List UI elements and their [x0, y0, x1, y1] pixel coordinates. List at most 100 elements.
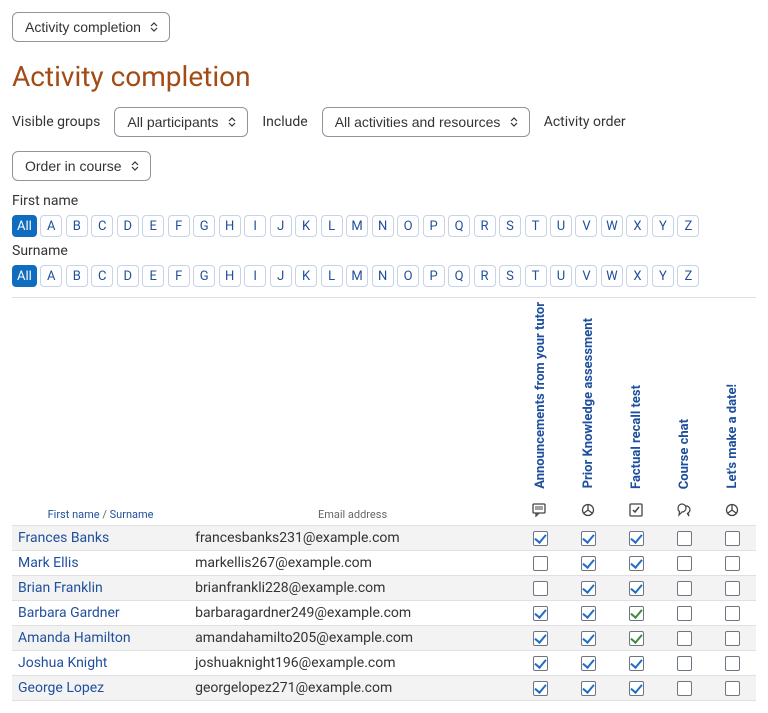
alpha-letter[interactable]: P	[423, 215, 445, 237]
completion-cell[interactable]	[612, 550, 660, 575]
alpha-letter[interactable]: B	[66, 265, 88, 287]
alpha-letter[interactable]: H	[219, 215, 241, 237]
user-link[interactable]: Mark Ellis	[18, 555, 79, 571]
completion-cell[interactable]	[564, 650, 612, 675]
alpha-letter[interactable]: U	[550, 215, 572, 237]
th-name[interactable]: First name / Surname	[12, 298, 189, 526]
alpha-letter[interactable]: M	[346, 215, 368, 237]
completion-cell[interactable]	[660, 575, 708, 600]
alpha-letter[interactable]: T	[525, 215, 547, 237]
alpha-letter[interactable]: S	[499, 265, 521, 287]
activity-header[interactable]: Let's make a date!	[708, 298, 756, 526]
completion-cell[interactable]	[564, 575, 612, 600]
alpha-letter[interactable]: A	[40, 215, 62, 237]
user-link[interactable]: Joshua Knight	[18, 655, 107, 671]
activity-header[interactable]: Course chat	[660, 298, 708, 526]
alpha-letter[interactable]: D	[117, 215, 139, 237]
completion-cell[interactable]	[516, 600, 564, 625]
completion-cell[interactable]	[708, 600, 756, 625]
alpha-letter[interactable]: L	[321, 215, 343, 237]
visible-groups-select[interactable]: All participants	[114, 107, 248, 137]
activity-order-select[interactable]: Order in course	[12, 151, 151, 181]
completion-cell[interactable]	[516, 525, 564, 550]
alpha-letter[interactable]: Q	[448, 215, 470, 237]
alpha-letter[interactable]: T	[525, 265, 547, 287]
user-link[interactable]: George Lopez	[18, 680, 104, 696]
alpha-letter[interactable]: N	[372, 265, 394, 287]
completion-cell[interactable]	[516, 575, 564, 600]
alpha-letter[interactable]: L	[321, 265, 343, 287]
alpha-letter[interactable]: F	[168, 215, 190, 237]
alpha-letter[interactable]: V	[575, 215, 597, 237]
completion-cell[interactable]	[516, 675, 564, 700]
completion-cell[interactable]	[660, 675, 708, 700]
alpha-letter[interactable]: C	[91, 265, 113, 287]
alpha-letter[interactable]: O	[397, 215, 419, 237]
alpha-letter[interactable]: G	[193, 265, 215, 287]
completion-cell[interactable]	[660, 600, 708, 625]
completion-cell[interactable]	[564, 600, 612, 625]
alpha-letter[interactable]: E	[142, 265, 164, 287]
alpha-letter[interactable]: G	[193, 215, 215, 237]
activity-header[interactable]: Factual recall test	[612, 298, 660, 526]
alpha-letter[interactable]: I	[244, 215, 266, 237]
alpha-all[interactable]: All	[12, 215, 37, 237]
report-selector[interactable]: Activity completion	[12, 12, 170, 42]
include-select[interactable]: All activities and resources	[322, 107, 530, 137]
completion-cell[interactable]	[660, 525, 708, 550]
completion-cell[interactable]	[708, 675, 756, 700]
alpha-letter[interactable]: W	[601, 215, 623, 237]
alpha-letter[interactable]: J	[270, 215, 292, 237]
completion-cell[interactable]	[612, 575, 660, 600]
alpha-letter[interactable]: J	[270, 265, 292, 287]
activity-header[interactable]: Announcements from your tutor	[516, 298, 564, 526]
th-email[interactable]: Email address	[189, 298, 516, 526]
alpha-letter[interactable]: R	[474, 265, 496, 287]
alpha-letter[interactable]: O	[397, 265, 419, 287]
alpha-letter[interactable]: U	[550, 265, 572, 287]
completion-cell[interactable]	[612, 600, 660, 625]
completion-cell[interactable]	[708, 650, 756, 675]
completion-cell[interactable]	[660, 650, 708, 675]
user-link[interactable]: Barbara Gardner	[18, 605, 120, 621]
alpha-letter[interactable]: P	[423, 265, 445, 287]
alpha-letter[interactable]: K	[295, 265, 317, 287]
completion-cell[interactable]	[564, 525, 612, 550]
completion-cell[interactable]	[516, 650, 564, 675]
alpha-letter[interactable]: H	[219, 265, 241, 287]
completion-cell[interactable]	[660, 550, 708, 575]
alpha-letter[interactable]: N	[372, 215, 394, 237]
alpha-letter[interactable]: X	[626, 215, 648, 237]
alpha-letter[interactable]: W	[601, 265, 623, 287]
completion-cell[interactable]	[612, 525, 660, 550]
completion-cell[interactable]	[708, 575, 756, 600]
alpha-letter[interactable]: E	[142, 215, 164, 237]
alpha-letter[interactable]: B	[66, 215, 88, 237]
completion-cell[interactable]	[564, 550, 612, 575]
alpha-letter[interactable]: Z	[677, 215, 699, 237]
alpha-letter[interactable]: R	[474, 215, 496, 237]
alpha-letter[interactable]: M	[346, 265, 368, 287]
alpha-letter[interactable]: F	[168, 265, 190, 287]
alpha-letter[interactable]: D	[117, 265, 139, 287]
activity-header[interactable]: Prior Knowledge assessment	[564, 298, 612, 526]
alpha-letter[interactable]: X	[626, 265, 648, 287]
completion-cell[interactable]	[612, 675, 660, 700]
user-link[interactable]: Frances Banks	[18, 530, 109, 546]
alpha-letter[interactable]: A	[40, 265, 62, 287]
alpha-letter[interactable]: Q	[448, 265, 470, 287]
alpha-all[interactable]: All	[12, 265, 37, 287]
alpha-letter[interactable]: S	[499, 215, 521, 237]
completion-cell[interactable]	[612, 650, 660, 675]
completion-cell[interactable]	[708, 525, 756, 550]
alpha-letter[interactable]: Y	[652, 265, 674, 287]
alpha-letter[interactable]: V	[575, 265, 597, 287]
alpha-letter[interactable]: C	[91, 215, 113, 237]
completion-cell[interactable]	[708, 550, 756, 575]
alpha-letter[interactable]: Z	[677, 265, 699, 287]
alpha-letter[interactable]: K	[295, 215, 317, 237]
alpha-letter[interactable]: I	[244, 265, 266, 287]
user-link[interactable]: Brian Franklin	[18, 580, 103, 596]
completion-cell[interactable]	[564, 675, 612, 700]
completion-cell[interactable]	[516, 550, 564, 575]
